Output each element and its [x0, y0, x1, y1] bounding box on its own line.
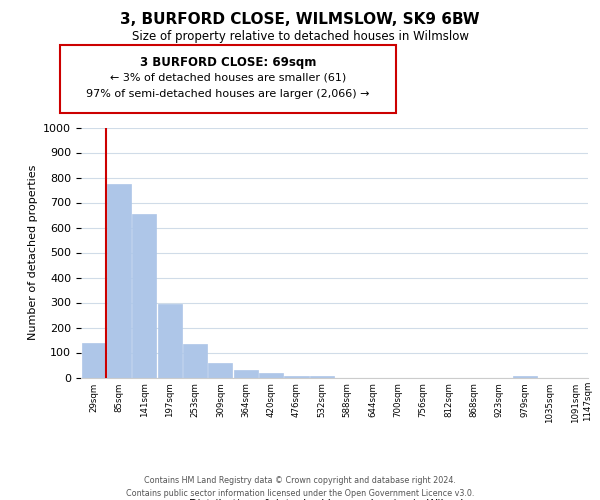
Text: Size of property relative to detached houses in Wilmslow: Size of property relative to detached ho… [131, 30, 469, 43]
Bar [259, 373, 283, 378]
Text: ← 3% of detached houses are smaller (61): ← 3% of detached houses are smaller (61) [110, 72, 346, 83]
Bar [107, 184, 131, 378]
Bar [158, 304, 182, 378]
Bar [310, 376, 334, 378]
X-axis label: Distribution of detached houses by size in Wilmslow: Distribution of detached houses by size … [190, 499, 479, 500]
Bar [234, 370, 258, 378]
Text: 3 BURFORD CLOSE: 69sqm: 3 BURFORD CLOSE: 69sqm [140, 56, 316, 69]
Text: 3, BURFORD CLOSE, WILMSLOW, SK9 6BW: 3, BURFORD CLOSE, WILMSLOW, SK9 6BW [120, 12, 480, 28]
Text: Contains HM Land Registry data © Crown copyright and database right 2024.
Contai: Contains HM Land Registry data © Crown c… [126, 476, 474, 498]
Bar [82, 342, 106, 378]
Bar [512, 376, 536, 378]
Bar [183, 344, 207, 378]
Text: 1147sqm: 1147sqm [583, 380, 593, 420]
Bar [284, 376, 308, 378]
Bar [208, 363, 232, 378]
Text: 97% of semi-detached houses are larger (2,066) →: 97% of semi-detached houses are larger (… [86, 89, 370, 99]
Y-axis label: Number of detached properties: Number of detached properties [28, 165, 38, 340]
Bar [133, 214, 157, 378]
